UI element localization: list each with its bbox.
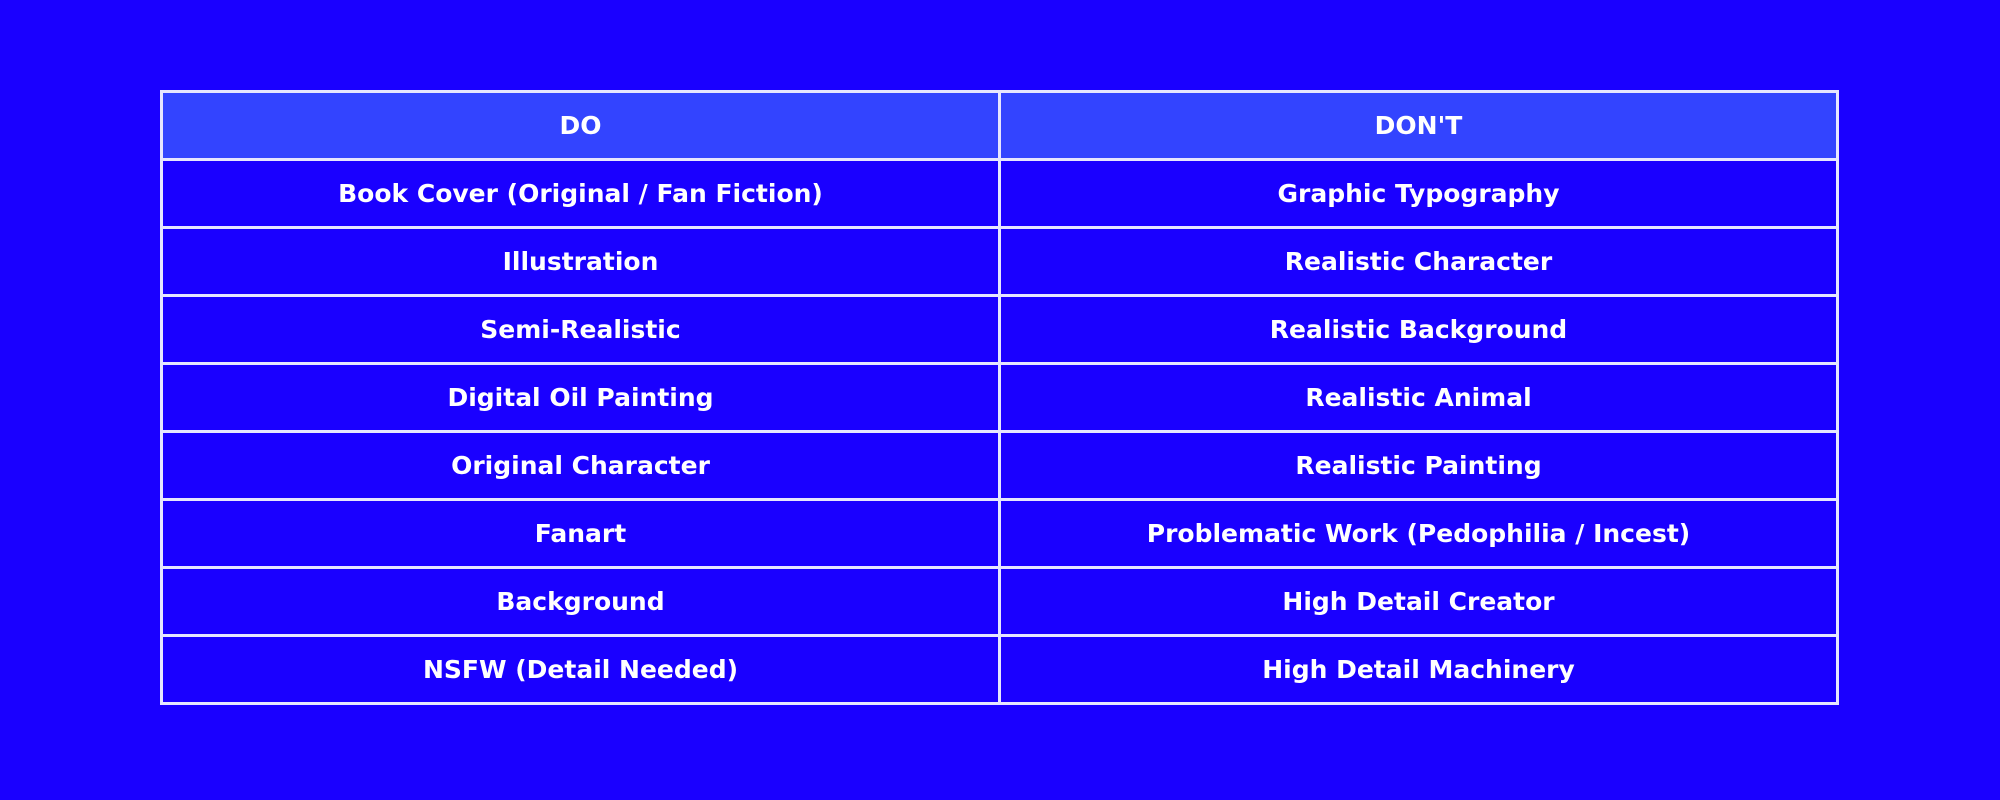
table-row: Digital Oil Painting Realistic Animal [160,362,1839,433]
do-cell: Background [160,566,1001,637]
dont-cell: Realistic Animal [998,362,1839,433]
dont-cell: High Detail Creator [998,566,1839,637]
table-row: Original Character Realistic Painting [160,430,1839,501]
dont-cell: High Detail Machinery [998,634,1839,705]
header-dont: DON'T [998,90,1839,161]
table-row: Fanart Problematic Work (Pedophilia / Inc… [160,498,1839,569]
do-cell: Original Character [160,430,1001,501]
header-do: DO [160,90,1001,161]
table-row: Semi-Realistic Realistic Background [160,294,1839,365]
do-cell: Digital Oil Painting [160,362,1001,433]
do-cell: Fanart [160,498,1001,569]
dont-cell: Realistic Background [998,294,1839,365]
dont-cell: Realistic Painting [998,430,1839,501]
do-cell: Book Cover (Original / Fan Fiction) [160,158,1001,229]
header-row: DO DON'T [160,90,1839,161]
table-row: NSFW (Detail Needed) High Detail Machiner… [160,634,1839,705]
do-cell: Illustration [160,226,1001,297]
dont-cell: Problematic Work (Pedophilia / Incest) [998,498,1839,569]
dont-cell: Graphic Typography [998,158,1839,229]
table-row: Book Cover (Original / Fan Fiction) Graph… [160,158,1839,229]
table-row: Background High Detail Creator [160,566,1839,637]
dont-cell: Realistic Character [998,226,1839,297]
table-row: Illustration Realistic Character [160,226,1839,297]
do-dont-table: DO DON'T Book Cover (Original / Fan Fict… [160,90,1839,705]
do-cell: NSFW (Detail Needed) [160,634,1001,705]
do-cell: Semi-Realistic [160,294,1001,365]
